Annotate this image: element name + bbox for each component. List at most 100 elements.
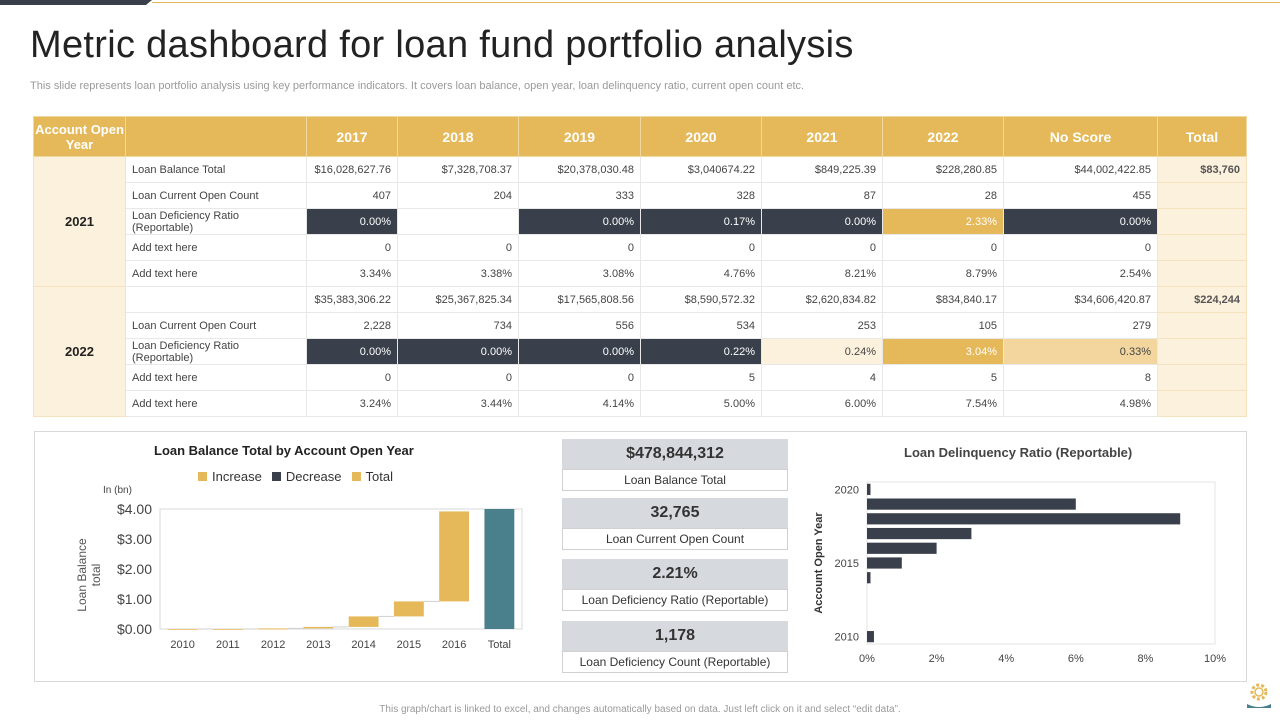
delinquency-bar <box>867 557 902 569</box>
kpi-loan-deficiency-count: 1,178 Loan Deficiency Count (Reportable) <box>562 621 788 675</box>
x-tick-label: 6% <box>1068 653 1084 665</box>
table-cell: $7,328,708.37 <box>397 156 519 183</box>
row-label: Add text here <box>125 390 307 417</box>
kpi-label: Loan Deficiency Count (Reportable) <box>562 651 788 673</box>
table-cell: 4 <box>761 364 883 391</box>
row-label: Add text here <box>125 364 307 391</box>
table-cell: 556 <box>518 312 641 339</box>
table-row: 2022 $35,383,306.22 $25,367,825.34 $17,565,… <box>33 286 1247 417</box>
waterfall-bar <box>258 628 289 630</box>
kpi-value: 32,765 <box>562 498 788 528</box>
table-cell: 455 <box>1003 182 1158 209</box>
y-tick-label: $1.00 <box>117 591 152 607</box>
waterfall-bar <box>484 509 515 629</box>
table-cell: $849,225.39 <box>761 156 883 183</box>
x-tick-label: 2016 <box>442 639 466 651</box>
table-row: Add text here 0 0 0 0 0 0 0 <box>34 234 1247 261</box>
y-tick-label: $4.00 <box>117 501 152 517</box>
table-cell: 0.00% <box>306 208 398 235</box>
table-cell: $834,840.17 <box>882 286 1004 313</box>
portfolio-table: Account Open Year 2017 2018 2019 2020 20… <box>33 116 1247 417</box>
row-label: Loan Balance Total <box>125 156 307 183</box>
waterfall-unit-label: In (bn) <box>103 485 132 496</box>
row-total <box>1157 338 1247 365</box>
header-year: 2021 <box>761 116 883 157</box>
header-year: 2018 <box>397 116 519 157</box>
kpi-loan-current-open-count: 32,765 Loan Current Open Count <box>562 498 788 552</box>
table-cell: 253 <box>761 312 883 339</box>
table-cell: 2.54% <box>1003 260 1158 287</box>
table-cell: 407 <box>306 182 398 209</box>
table-cell: 5.00% <box>640 390 762 417</box>
header-year: 2022 <box>882 116 1004 157</box>
table-cell: 0.22% <box>640 338 762 365</box>
table-cell: $34,606,420.87 <box>1003 286 1158 313</box>
row-total <box>1157 208 1247 235</box>
x-tick-label: 2011 <box>216 639 240 651</box>
table-cell: 28 <box>882 182 1004 209</box>
y-tick-label: $2.00 <box>117 561 152 577</box>
delinquency-bar <box>867 483 871 495</box>
table-row: Loan Deficiency Ratio (Reportable) 0.00% 0… <box>34 338 1247 365</box>
table-cell: 0.33% <box>1003 338 1158 365</box>
waterfall-legend: Increase Decrease Total <box>198 469 393 484</box>
group-year: 2022 <box>33 286 126 417</box>
table-cell: 0 <box>306 364 398 391</box>
y-axis-label: Account Open Year <box>813 512 825 614</box>
table-cell: 328 <box>640 182 762 209</box>
y-tick-label: 2010 <box>835 632 859 644</box>
table-cell: 4.14% <box>518 390 641 417</box>
table-cell: 0.00% <box>518 338 641 365</box>
table-cell: 0.00% <box>1003 208 1158 235</box>
row-label: Loan Current Open Count <box>125 182 307 209</box>
x-tick-label: 0% <box>859 653 875 665</box>
kpi-label: Loan Deficiency Ratio (Reportable) <box>562 589 788 611</box>
table-cell: 734 <box>397 312 519 339</box>
x-tick-label: 2013 <box>306 639 330 651</box>
x-tick-label: 2010 <box>170 639 194 651</box>
table-cell: $44,002,422.85 <box>1003 156 1158 183</box>
group-year: 2021 <box>33 156 126 287</box>
kpi-label: Loan Balance Total <box>562 469 788 491</box>
table-cell: 0 <box>518 364 641 391</box>
header-year: 2019 <box>518 116 641 157</box>
table-cell: 0.00% <box>397 338 519 365</box>
header-account-open-year: Account Open Year <box>33 116 126 157</box>
x-tick-label: 2014 <box>351 639 375 651</box>
waterfall-bar <box>348 616 379 627</box>
table-cell: 8.21% <box>761 260 883 287</box>
page-subtitle: This slide represents loan portfolio ana… <box>30 80 805 92</box>
table-cell <box>397 208 519 235</box>
x-tick-label: 2% <box>929 653 945 665</box>
header-blank <box>125 116 307 157</box>
table-cell: 0 <box>306 234 398 261</box>
table-cell: 0.00% <box>306 338 398 365</box>
table-cell: 4.76% <box>640 260 762 287</box>
table-cell: 534 <box>640 312 762 339</box>
kpi-loan-balance-total: $478,844,312 Loan Balance Total <box>562 439 788 493</box>
table-row: Add text here 3.24% 3.44% 4.14% 5.00% 6.00% 7.… <box>34 390 1247 417</box>
delinquency-bar <box>867 513 1181 525</box>
table-cell: 2,228 <box>306 312 398 339</box>
table-cell: $3,040674.22 <box>640 156 762 183</box>
table-cell: 0.17% <box>640 208 762 235</box>
table-row: Add text here 3.34% 3.38% 3.08% 4.76% 8.21% 8.… <box>34 260 1247 287</box>
row-total <box>1157 312 1247 339</box>
table-cell: $2,620,834.82 <box>761 286 883 313</box>
table-cell: 8 <box>1003 364 1158 391</box>
table-cell: 333 <box>518 182 641 209</box>
table-cell: 3.08% <box>518 260 641 287</box>
row-label: Loan Deficiency Ratio (Reportable) <box>125 208 307 235</box>
table-cell: 0 <box>640 234 762 261</box>
x-tick-label: 4% <box>998 653 1014 665</box>
table-cell: $35,383,306.22 <box>306 286 398 313</box>
header-year: 2017 <box>306 116 398 157</box>
legend-item-decrease: Decrease <box>271 469 342 484</box>
table-cell: $20,378,030.48 <box>518 156 641 183</box>
table-cell: 0 <box>397 364 519 391</box>
table-cell: 3.24% <box>306 390 398 417</box>
table-row: Loan Current Open Count 407 204 333 328 87 28 4… <box>34 182 1247 209</box>
x-tick-label: 8% <box>1137 653 1153 665</box>
y-tick-label: 2020 <box>835 484 859 496</box>
table-row: Add text here 0 0 0 5 4 5 8 <box>34 364 1247 391</box>
